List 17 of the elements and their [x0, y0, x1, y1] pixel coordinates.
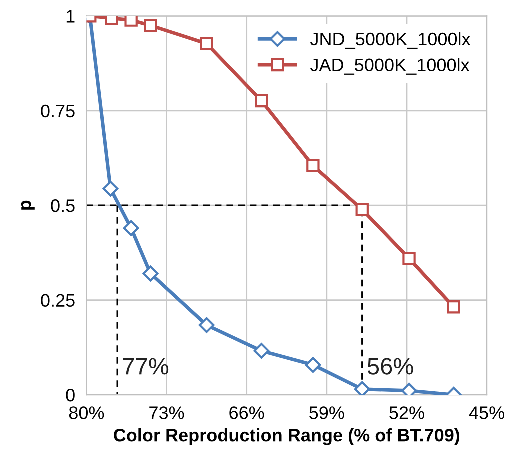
y-tick-label: 0.5 — [51, 200, 75, 212]
y-axis-title: p — [21, 200, 35, 210]
y-tick-label: 0 — [66, 388, 75, 402]
annotation: 77% — [123, 358, 169, 375]
y-tick-label: 1 — [66, 10, 75, 23]
x-tick-label: 52% — [390, 406, 424, 420]
x-tick-label: 80% — [69, 406, 104, 420]
y-tick-label: 0.75 — [41, 104, 75, 118]
x-tick-label: 66% — [230, 406, 264, 420]
y-tick-label: 0.25 — [41, 294, 75, 308]
x-tick-label: 45% — [469, 406, 504, 420]
x-axis-title: Color Reproduction Range (% of BT.709) — [114, 428, 460, 446]
x-tick-label: 59% — [310, 406, 344, 420]
annotation: 56% — [368, 358, 414, 375]
legend-label: JAD_5000K_1000lx — [310, 58, 470, 75]
legend-label: JND_5000K_1000lx — [310, 32, 471, 50]
x-tick-label: 73% — [150, 406, 184, 420]
